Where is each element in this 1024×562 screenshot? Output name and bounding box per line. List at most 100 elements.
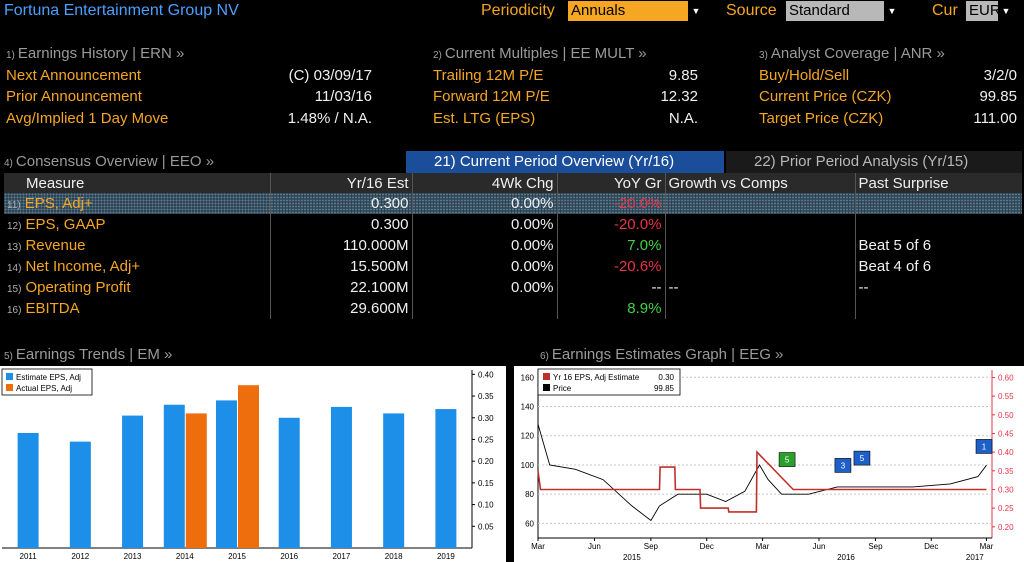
est-cell: 0.300 <box>270 214 413 235</box>
measure-cell: 13) Revenue <box>4 235 271 256</box>
legend-value-price: 99.85 <box>654 384 675 393</box>
col-past-surprise[interactable]: Past Surprise <box>855 173 1022 193</box>
current-multiples-link[interactable]: 2) Current Multiples | EE MULT » <box>433 45 647 62</box>
x-month-label: Jun <box>588 542 601 551</box>
yoy-cell: -20.0% <box>557 214 666 235</box>
col-growth-vs-comps[interactable]: Growth vs Comps <box>665 173 856 193</box>
y-tick-label: 0.10 <box>478 501 494 510</box>
legend-label-estimate: Estimate EPS, Adj <box>16 373 81 382</box>
table-row[interactable]: 13) Revenue 110.000M 0.00% 7.0% Beat 5 of 6 <box>4 235 1022 256</box>
current-price-value: 99.85 <box>979 88 1017 105</box>
legend-label-estimate: Yr 16 EPS, Adj Estimate <box>553 373 640 382</box>
table-row[interactable]: 11) EPS, Adj+ 0.300 0.00% -20.0% <box>4 193 1022 214</box>
col-est[interactable]: Yr/16 Est <box>270 173 413 193</box>
col-yoy-gr[interactable]: YoY Gr <box>557 173 666 193</box>
y-tick-label: 0.25 <box>478 435 494 444</box>
comps-cell: -- <box>665 277 856 298</box>
yoy-cell: -- <box>557 277 666 298</box>
x-tick-label: 2019 <box>437 552 455 561</box>
surprise-cell <box>855 214 1022 235</box>
measure-cell: 14) Net Income, Adj+ <box>4 256 271 277</box>
col-measure[interactable]: Measure <box>4 173 271 193</box>
measure-cell: 11) EPS, Adj+ <box>4 193 271 214</box>
table-row[interactable]: 16) EBITDA 29.600M 8.9% <box>4 298 1022 319</box>
target-price-value: 111.00 <box>973 110 1017 127</box>
table-row[interactable]: 14) Net Income, Adj+ 15.500M 0.00% -20.6% Bea… <box>4 256 1022 277</box>
y-right-tick-label: 0.20 <box>998 523 1014 532</box>
y-tick-label: 0.15 <box>478 479 494 488</box>
avg-move-value: 1.48% / N.A. <box>287 110 372 127</box>
comps-cell <box>665 235 856 256</box>
legend-swatch-estimate <box>543 373 550 380</box>
y-tick-label: 0.05 <box>478 522 494 531</box>
event-marker-label: 5 <box>860 454 865 463</box>
earnings-estimates-chart: 60 80 100 120 140 160 0.20 0.25 0.30 0.35 0.40 0.45… <box>514 366 1024 562</box>
x-tick-label: 2014 <box>176 552 194 561</box>
tab-current-period[interactable]: 21) Current Period Overview (Yr/16) <box>406 151 724 173</box>
currency-value: EUR <box>969 2 1001 19</box>
surprise-cell <box>855 298 1022 319</box>
trailing-pe-label: Trailing 12M P/E <box>433 67 544 84</box>
cur-label: Cur <box>932 2 958 19</box>
earnings-trends-link[interactable]: 5) Earnings Trends | EM » <box>4 346 173 363</box>
tab-prior-period[interactable]: 22) Prior Period Analysis (Yr/15) <box>726 151 1022 173</box>
chg-cell: 0.00% <box>412 193 558 214</box>
est-cell: 15.500M <box>270 256 413 277</box>
yoy-cell: 7.0% <box>557 235 666 256</box>
surprise-cell <box>855 193 1022 214</box>
legend-swatch-actual <box>6 384 13 391</box>
periodicity-value: Annuals <box>571 2 626 19</box>
currency-dropdown[interactable]: EUR ▼ <box>966 1 1014 21</box>
event-marker <box>853 450 871 466</box>
x-tick-label: 2012 <box>71 552 89 561</box>
y-left-tick-label: 160 <box>521 373 535 382</box>
bar-estimate <box>69 441 91 548</box>
table-row[interactable]: 12) EPS, GAAP 0.300 0.00% -20.0% <box>4 214 1022 235</box>
estimate-series-line <box>537 450 987 513</box>
periodicity-label: Periodicity <box>481 2 555 19</box>
chg-cell: 0.00% <box>412 235 558 256</box>
y-left-tick-label: 140 <box>521 403 535 412</box>
earnings-estimates-graph-link[interactable]: 6) Earnings Estimates Graph | EEG » <box>540 346 784 363</box>
analyst-coverage-link[interactable]: 3) Analyst Coverage | ANR » <box>759 45 945 62</box>
y-right-tick-label: 0.25 <box>998 504 1014 513</box>
y-left-tick-label: 60 <box>525 519 534 528</box>
bar-estimate <box>216 400 237 548</box>
bar-estimate <box>17 432 39 548</box>
chg-cell: 0.00% <box>412 214 558 235</box>
legend-swatch-estimate <box>6 373 13 380</box>
earnings-history-link[interactable]: 1) Earnings History | ERN » <box>6 45 185 62</box>
comps-cell <box>665 298 856 319</box>
price-series-line <box>537 423 987 522</box>
table-row[interactable]: 15) Operating Profit 22.100M 0.00% -- -- -- <box>4 277 1022 298</box>
x-year-label: 2017 <box>966 553 984 562</box>
source-dropdown[interactable]: Standard ▼ <box>786 1 900 21</box>
next-announcement-value: (C) 03/09/17 <box>288 67 372 84</box>
bar-estimate <box>163 404 185 548</box>
target-price-label: Target Price (CZK) <box>759 110 884 127</box>
yoy-cell: -20.6% <box>557 256 666 277</box>
legend-label-price: Price <box>553 384 572 393</box>
legend-label-actual: Actual EPS, Adj <box>16 384 72 393</box>
x-month-label: Mar <box>756 542 770 551</box>
x-tick-label: 2017 <box>333 552 351 561</box>
y-tick-label: 0.40 <box>478 370 494 379</box>
y-left-tick-label: 80 <box>525 490 534 499</box>
y-tick-label: 0.20 <box>478 457 494 466</box>
y-right-tick-label: 0.35 <box>998 467 1014 476</box>
y-left-tick-label: 100 <box>521 461 535 470</box>
yoy-cell: -20.0% <box>557 193 666 214</box>
est-cell: 22.100M <box>270 277 413 298</box>
periodicity-dropdown[interactable]: Annuals ▼ <box>568 1 704 21</box>
source-value: Standard <box>789 2 850 19</box>
consensus-overview-link[interactable]: 4) Consensus Overview | EEO » <box>4 153 215 170</box>
current-price-label: Current Price (CZK) <box>759 88 892 105</box>
y-left-tick-label: 120 <box>521 432 535 441</box>
prior-announcement-label: Prior Announcement <box>6 88 142 105</box>
est-ltg-label: Est. LTG (EPS) <box>433 110 536 127</box>
y-right-tick-label: 0.55 <box>998 392 1014 401</box>
col-4wk-chg[interactable]: 4Wk Chg <box>412 173 558 193</box>
x-year-label: 2016 <box>837 553 855 562</box>
chg-cell: 0.00% <box>412 277 558 298</box>
yoy-cell: 8.9% <box>557 298 666 319</box>
